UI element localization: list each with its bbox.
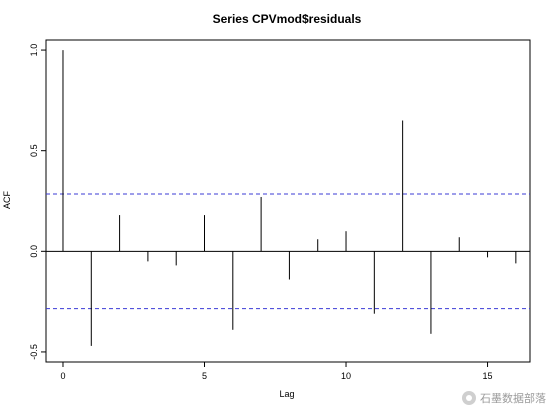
x-tick-label-0: 0	[60, 371, 65, 381]
chart-title: Series CPVmod$residuals	[213, 12, 362, 26]
x-tick-label-5: 5	[202, 371, 207, 381]
watermark: 石墨数据部落	[462, 390, 546, 406]
x-axis-label: Lag	[279, 389, 294, 399]
x-tick-label-10: 10	[341, 371, 351, 381]
x-tick-label-15: 15	[483, 371, 493, 381]
y-axis-label: ACF	[2, 190, 12, 209]
y-tick-label-2: 0.0	[29, 245, 39, 258]
y-tick-label-3: -0.5	[29, 344, 39, 360]
y-tick-label-1: 0.5	[29, 144, 39, 157]
y-tick-label-0: 1.0	[29, 44, 39, 57]
plot-frame	[45, 39, 531, 363]
watermark-text: 石墨数据部落	[480, 392, 546, 405]
wechat-icon	[462, 391, 476, 405]
